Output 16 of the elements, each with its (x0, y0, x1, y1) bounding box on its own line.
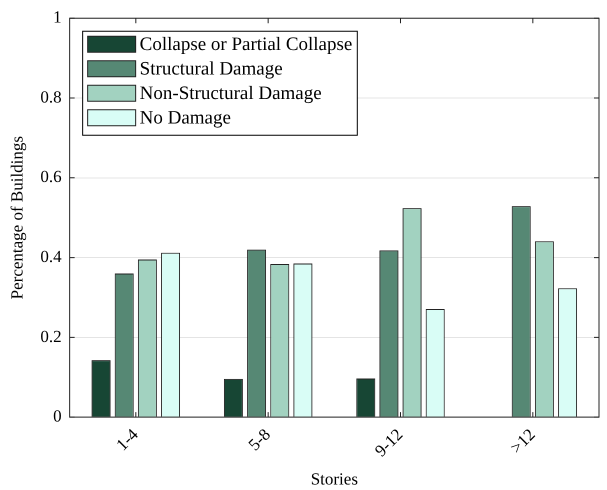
y-tick-label: 1 (53, 8, 62, 27)
x-tick-label: >12 (506, 424, 539, 458)
y-tick-label: 0 (53, 406, 62, 426)
legend-label: No Damage (140, 108, 231, 129)
y-tick-label: 0.2 (40, 326, 62, 346)
legend-label: Structural Damage (140, 58, 283, 80)
x-tick-label: 9-12 (371, 424, 406, 460)
legend-label: Collapse or Partial Collapse (140, 34, 352, 56)
x-tick-label: 5-8 (244, 424, 274, 454)
y-tick-label: 0.6 (40, 167, 62, 186)
x-axis-title: Stories (310, 469, 358, 488)
y-tick-label: 0.4 (40, 247, 62, 266)
y-tick-label: 0.8 (40, 87, 62, 106)
x-tick-label: 1-4 (112, 424, 142, 454)
y-axis-title: Percentage of Buildings (8, 136, 27, 300)
legend-label: Non-Structural Damage (140, 83, 322, 104)
